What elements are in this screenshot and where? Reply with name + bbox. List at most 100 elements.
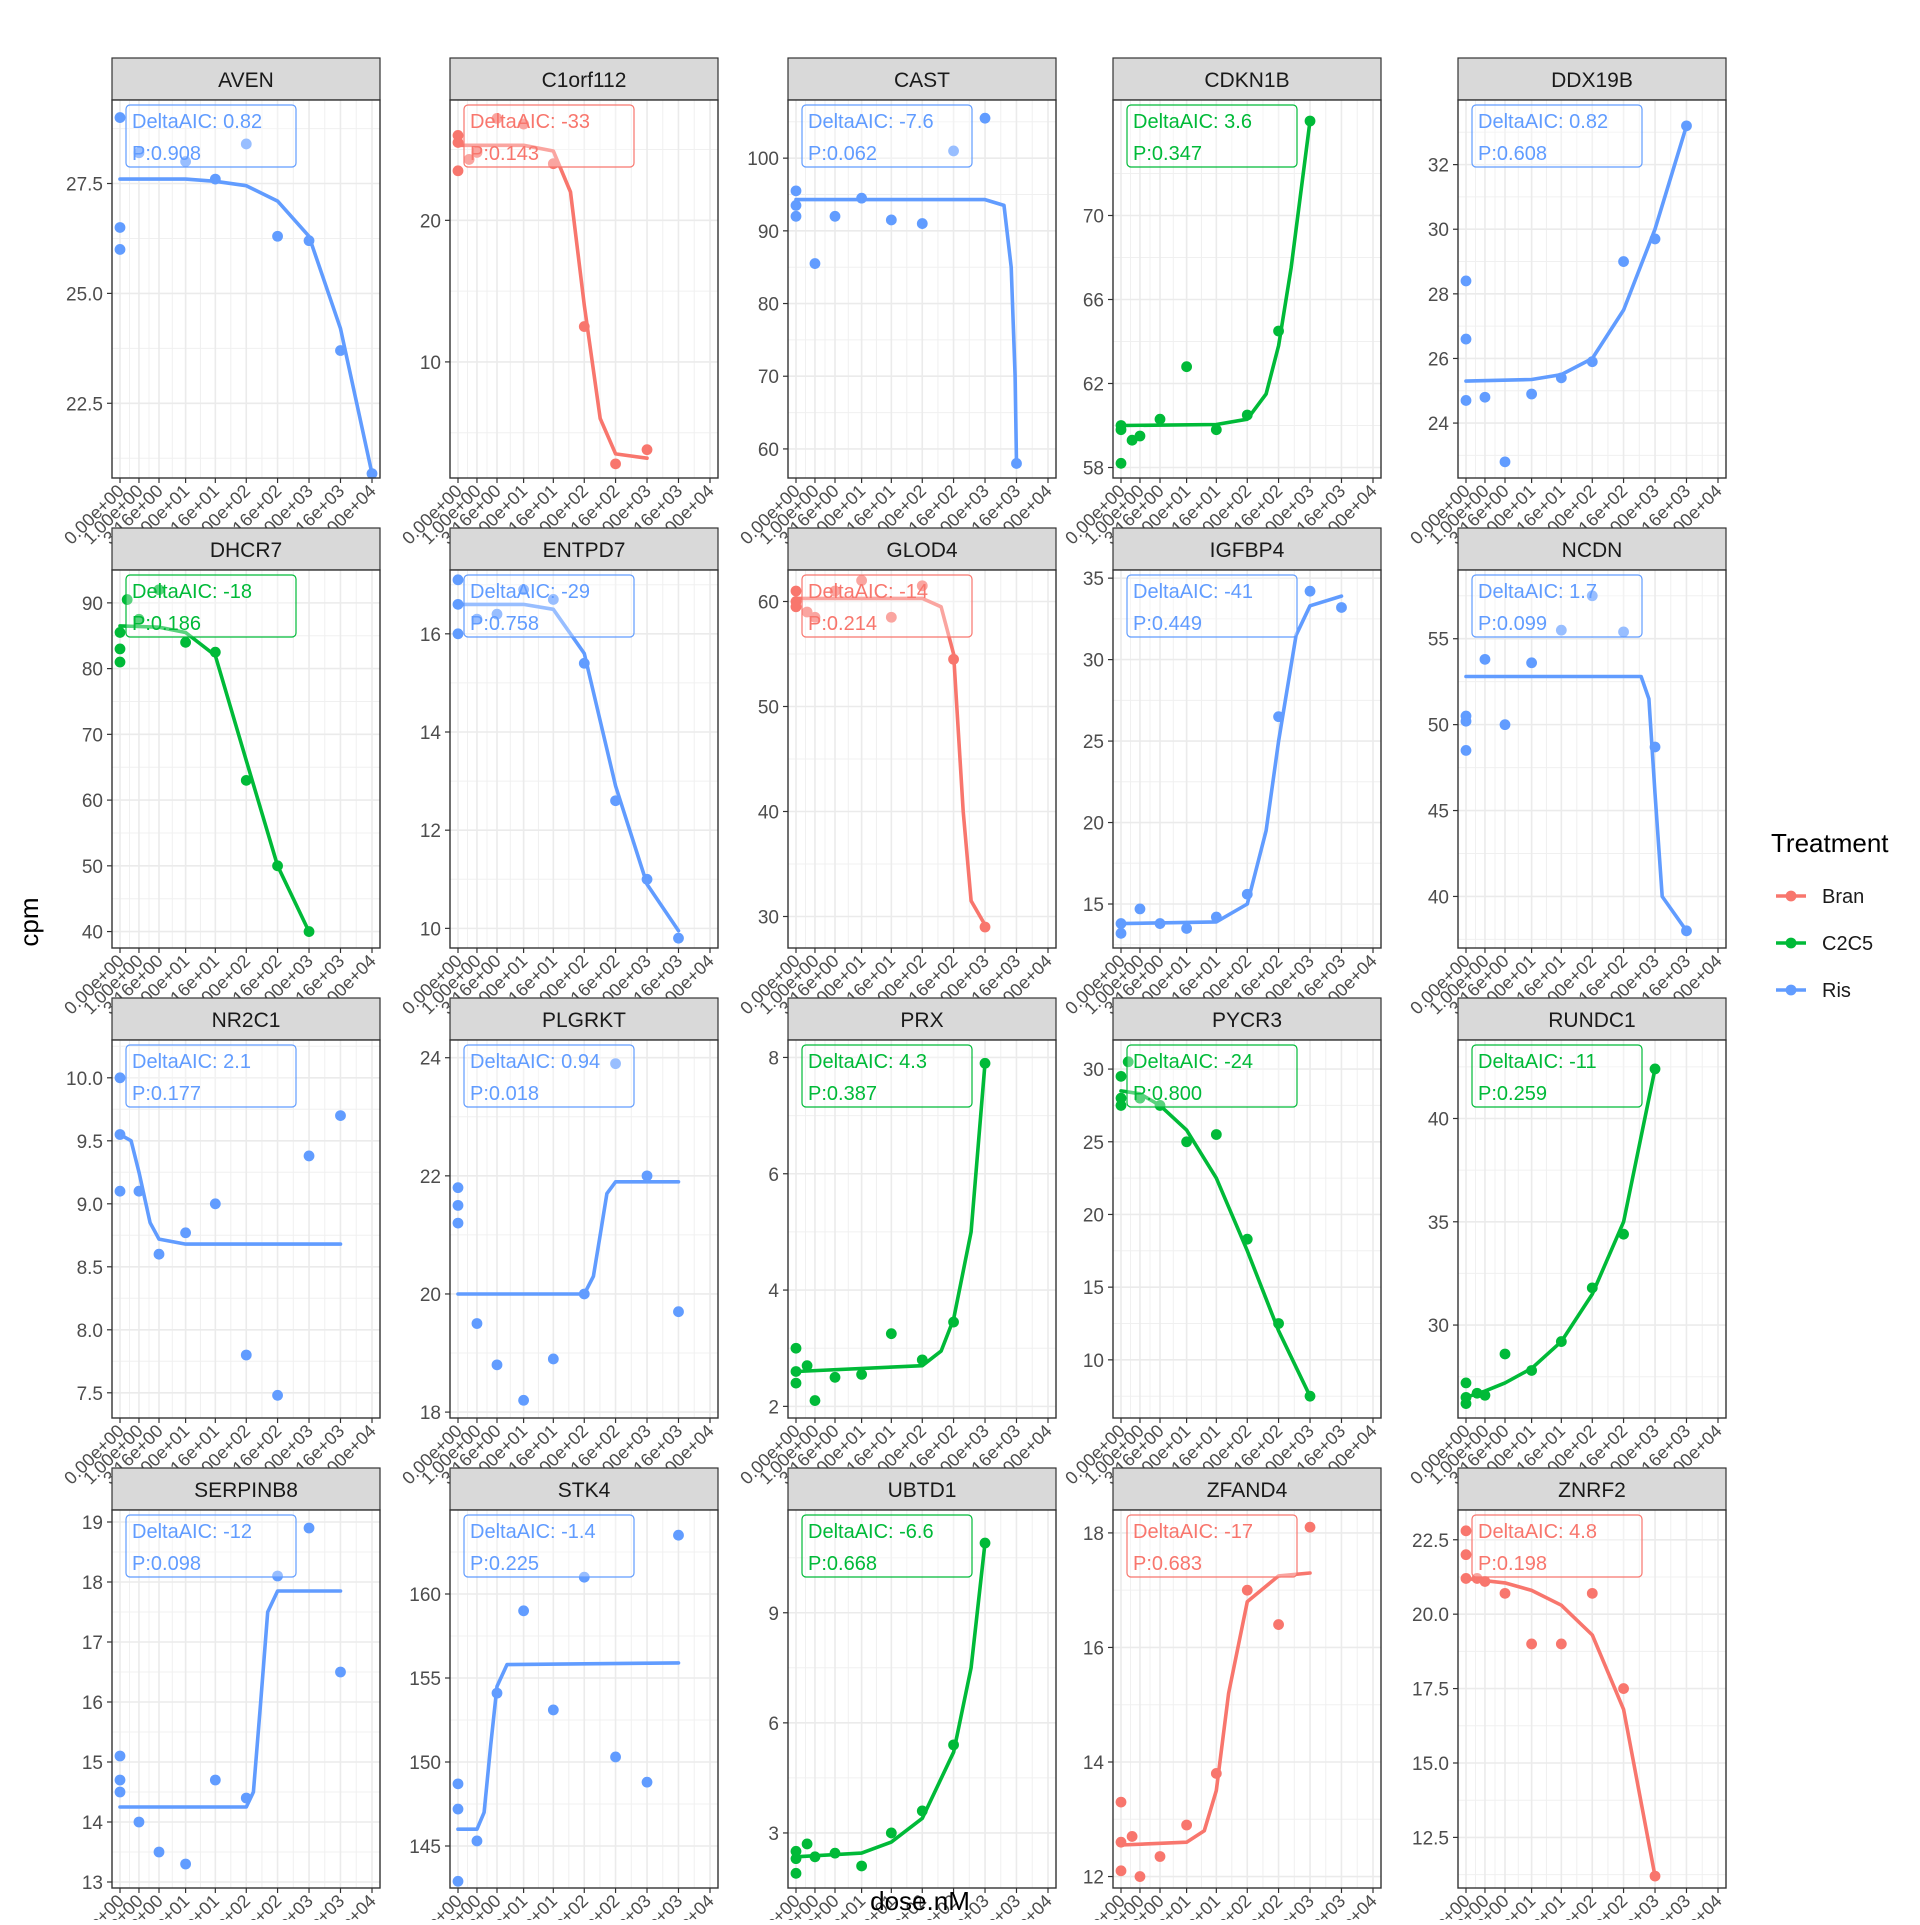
panel-border [1112,99,1382,479]
y-tick-label: 35 [1428,1213,1449,1234]
facet-panel-prx: PRX24680.00e+001.00e+003.16e+001.00e+013… [736,997,1057,1488]
data-point [1526,1638,1538,1650]
panel-border [1457,569,1727,949]
data-point [1526,657,1538,669]
data-point [1134,1871,1146,1882]
data-point [1460,275,1472,287]
data-point [948,1316,959,1328]
y-tick-label: 62 [1083,375,1104,396]
panel-border [787,1509,1057,1889]
data-point [641,444,653,456]
facet-strip [1112,997,1382,1041]
data-point [1011,458,1022,469]
data-point [114,627,126,638]
y-tick-label: 60 [758,593,779,614]
facet-panel-zfand4: ZFAND4121416180.00e+001.00e+003.16e+001.… [1061,1467,1382,1925]
annotation-p-value: P:0.758 [470,613,539,635]
data-point [303,235,315,247]
facet-panel-glod4: GLOD4304050600.00e+001.00e+003.16e+001.0… [736,527,1057,1018]
facet-strip-label: CDKN1B [1204,69,1289,92]
data-point [180,1858,192,1870]
data-point [547,1353,559,1365]
y-tick-label: 10 [420,919,441,940]
data-point [452,628,464,640]
data-point [471,1318,483,1329]
data-point [1273,711,1284,723]
y-tick-label: 22 [420,1167,441,1188]
facet-strip-label: PYCR3 [1212,1009,1282,1032]
annotation-p-value: P:0.800 [1133,1083,1202,1105]
y-tick-label: 15 [82,1753,103,1774]
facet-strip [787,57,1057,101]
annotation-p-value: P:0.018 [470,1083,539,1105]
data-point [1115,927,1127,939]
data-point [209,1774,221,1786]
data-point [518,118,530,130]
annotation-p-value: P:0.668 [808,1553,877,1575]
facet-strip [449,1467,719,1511]
annotation-p-value: P:0.908 [132,143,201,165]
annotation-p-value: P:0.608 [1478,143,1547,165]
facet-panel-aven: AVEN22.525.027.50.00e+001.00e+003.16e+00… [60,57,381,548]
y-tick-label: 40 [758,803,779,824]
data-point [948,653,959,665]
y-tick-label: 22.5 [66,394,103,415]
y-tick-label: 18 [82,1573,103,1594]
data-point [1154,413,1166,425]
facet-panel-nr2c1: NR2C17.58.08.59.09.510.00.00e+001.00e+00… [60,997,381,1488]
legend-key-bran: Bran [1776,886,1864,908]
y-tick-label: 30 [758,908,779,929]
annotation-box [125,104,297,168]
annotation-box [1126,574,1298,638]
facet-panel-dhcr7: DHCR74050607080900.00e+001.00e+003.16e+0… [60,527,381,1018]
annotation-delta-aic: DeltaAIC: 0.94 [470,1051,600,1073]
data-point [240,1349,252,1361]
facet-strip [449,997,719,1041]
fitted-curve [794,1541,987,1859]
data-point [114,1786,126,1798]
y-tick-label: 9.5 [77,1132,103,1153]
annotation-box [801,1514,973,1578]
fitted-curve [456,143,649,461]
data-point [133,1816,145,1828]
y-tick-label: 12 [1083,1868,1104,1889]
legend: Treatment Bran C2C5 Ris [1771,828,1889,1002]
legend-label: C2C5 [1822,933,1873,955]
annotation-p-value: P:0.387 [808,1083,877,1105]
y-tick-label: 6 [768,1165,779,1186]
facet-panel-znrf2: ZNRF212.515.017.520.022.50.00e+001.00e+0… [1406,1467,1727,1925]
facet-strip [1457,997,1727,1041]
annotation-p-value: P:0.214 [808,613,877,635]
data-point [1304,585,1316,597]
data-point [979,112,991,124]
data-point [641,873,653,885]
y-tick-label: 22.5 [1412,1531,1449,1552]
facet-strip-label: NCDN [1562,539,1623,562]
y-tick-label: 15 [1083,895,1104,916]
data-point [1555,1638,1567,1650]
data-point [790,200,802,211]
y-tick-label: 155 [409,1669,441,1690]
data-point [916,1805,928,1817]
y-tick-label: 20 [420,1285,441,1306]
data-point [114,112,126,123]
facet-panels: AVEN22.525.027.50.00e+001.00e+003.16e+00… [60,57,1727,1925]
y-tick-label: 6 [768,1714,779,1735]
data-point [1460,715,1472,727]
data-point [790,1366,802,1377]
panel-border [111,569,381,949]
y-axis-title: cpm [14,897,44,946]
data-point [1241,409,1253,421]
annotation-p-value: P:0.225 [470,1553,539,1575]
y-tick-label: 70 [82,725,103,746]
data-point [610,795,621,807]
y-tick-label: 14 [1083,1753,1105,1774]
data-point [801,1838,813,1850]
data-point [1273,1619,1284,1630]
panel-border [111,99,381,479]
y-tick-label: 20 [1083,1205,1104,1226]
annotation-p-value: P:0.177 [132,1083,201,1105]
data-point [1181,923,1193,934]
y-tick-label: 145 [409,1837,441,1858]
y-tick-label: 25.0 [66,284,103,305]
